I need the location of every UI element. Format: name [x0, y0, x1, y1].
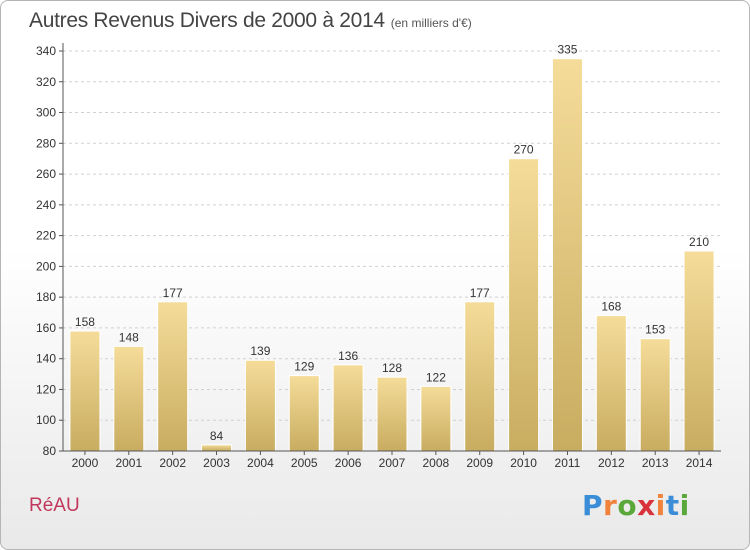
chart-title-text: Autres Revenus Divers de 2000 à 2014: [29, 9, 385, 32]
y-tick-label: 240: [36, 198, 56, 212]
bar-value-label: 128: [382, 361, 402, 375]
bar-2001[interactable]: [113, 345, 145, 452]
bar-2010[interactable]: [508, 158, 540, 452]
x-tick-label: 2009: [466, 456, 493, 470]
logo-letter: o: [617, 489, 638, 522]
x-tick-label: 2000: [72, 456, 99, 470]
chart-title: Autres Revenus Divers de 2000 à 2014 (en …: [29, 9, 472, 33]
bar-value-label: 129: [294, 360, 314, 374]
bar-2014[interactable]: [683, 250, 715, 452]
y-tick-label: 320: [36, 75, 56, 89]
bar-2003[interactable]: [201, 444, 233, 452]
logo-letter: r: [603, 489, 618, 522]
x-tick-label: 2002: [159, 456, 186, 470]
bar-value-label: 270: [514, 143, 534, 157]
logo-letter: P: [582, 489, 604, 522]
chart-subtitle: (en milliers d'€): [390, 16, 472, 30]
bar-value-label: 177: [163, 286, 183, 300]
bar-2000[interactable]: [69, 330, 101, 452]
logo-letter: i: [679, 489, 690, 522]
x-tick-label: 2007: [379, 456, 406, 470]
proxiti-logo[interactable]: Proxiti: [582, 489, 690, 522]
bar-2012[interactable]: [595, 315, 627, 452]
x-tick-label: 2013: [642, 456, 669, 470]
bar-2008[interactable]: [420, 385, 452, 452]
y-tick-label: 280: [36, 136, 56, 150]
bar-2002[interactable]: [157, 301, 189, 452]
x-tick-label: 2012: [598, 456, 625, 470]
bar-value-label: 177: [470, 286, 490, 300]
bar-2006[interactable]: [332, 364, 364, 452]
y-tick-label: 120: [36, 382, 56, 396]
y-tick-label: 160: [36, 321, 56, 335]
y-tick-label: 260: [36, 167, 56, 181]
y-tick-label: 200: [36, 259, 56, 273]
bar-value-label: 122: [426, 370, 446, 384]
bar-2013[interactable]: [639, 338, 671, 452]
bar-value-label: 136: [338, 349, 358, 363]
logo-letter: x: [637, 489, 656, 522]
x-tick-label: 2006: [335, 456, 362, 470]
bars: [69, 58, 715, 452]
y-tick-label: 100: [36, 413, 56, 427]
y-tick-label: 180: [36, 290, 56, 304]
bar-value-label: 139: [250, 344, 270, 358]
y-tick-label: 140: [36, 352, 56, 366]
y-tick-label: 80: [43, 444, 57, 458]
x-tick-label: 2003: [203, 456, 230, 470]
x-tick-label: 2005: [291, 456, 318, 470]
x-tick-label: 2001: [115, 456, 142, 470]
bar-value-label: 158: [75, 315, 95, 329]
data-labels: 158 148 177 84 139 129 136 128 122 177 270 335 168 15…: [75, 43, 709, 443]
bar-value-label: 148: [119, 330, 139, 344]
bar-2007[interactable]: [376, 376, 408, 452]
y-tick-label: 340: [36, 44, 56, 58]
x-tick-label: 2004: [247, 456, 274, 470]
bar-2005[interactable]: [288, 375, 320, 452]
bar-value-label: 168: [601, 300, 621, 314]
logo-letter: i: [655, 489, 666, 522]
y-tick-label: 220: [36, 229, 56, 243]
bar-value-label: 335: [557, 43, 577, 57]
x-tick-label: 2011: [555, 456, 581, 470]
bar-value-label: 153: [645, 323, 665, 337]
x-tick-label: 2010: [510, 456, 537, 470]
y-tick-label: 300: [36, 106, 56, 120]
bar-value-label: 84: [210, 429, 224, 443]
commune-name: RéAU: [29, 495, 80, 516]
x-tick-label: 2014: [686, 456, 713, 470]
bar-2011[interactable]: [551, 58, 583, 452]
bar-2009[interactable]: [464, 301, 496, 452]
x-tick-label: 2008: [423, 456, 450, 470]
axes: 80 100 120 140 160 180 200 220 240 260 280 300 320 34…: [36, 43, 721, 470]
bar-2004[interactable]: [244, 359, 276, 452]
bar-value-label: 210: [689, 235, 709, 249]
logo-letter: t: [665, 489, 680, 522]
